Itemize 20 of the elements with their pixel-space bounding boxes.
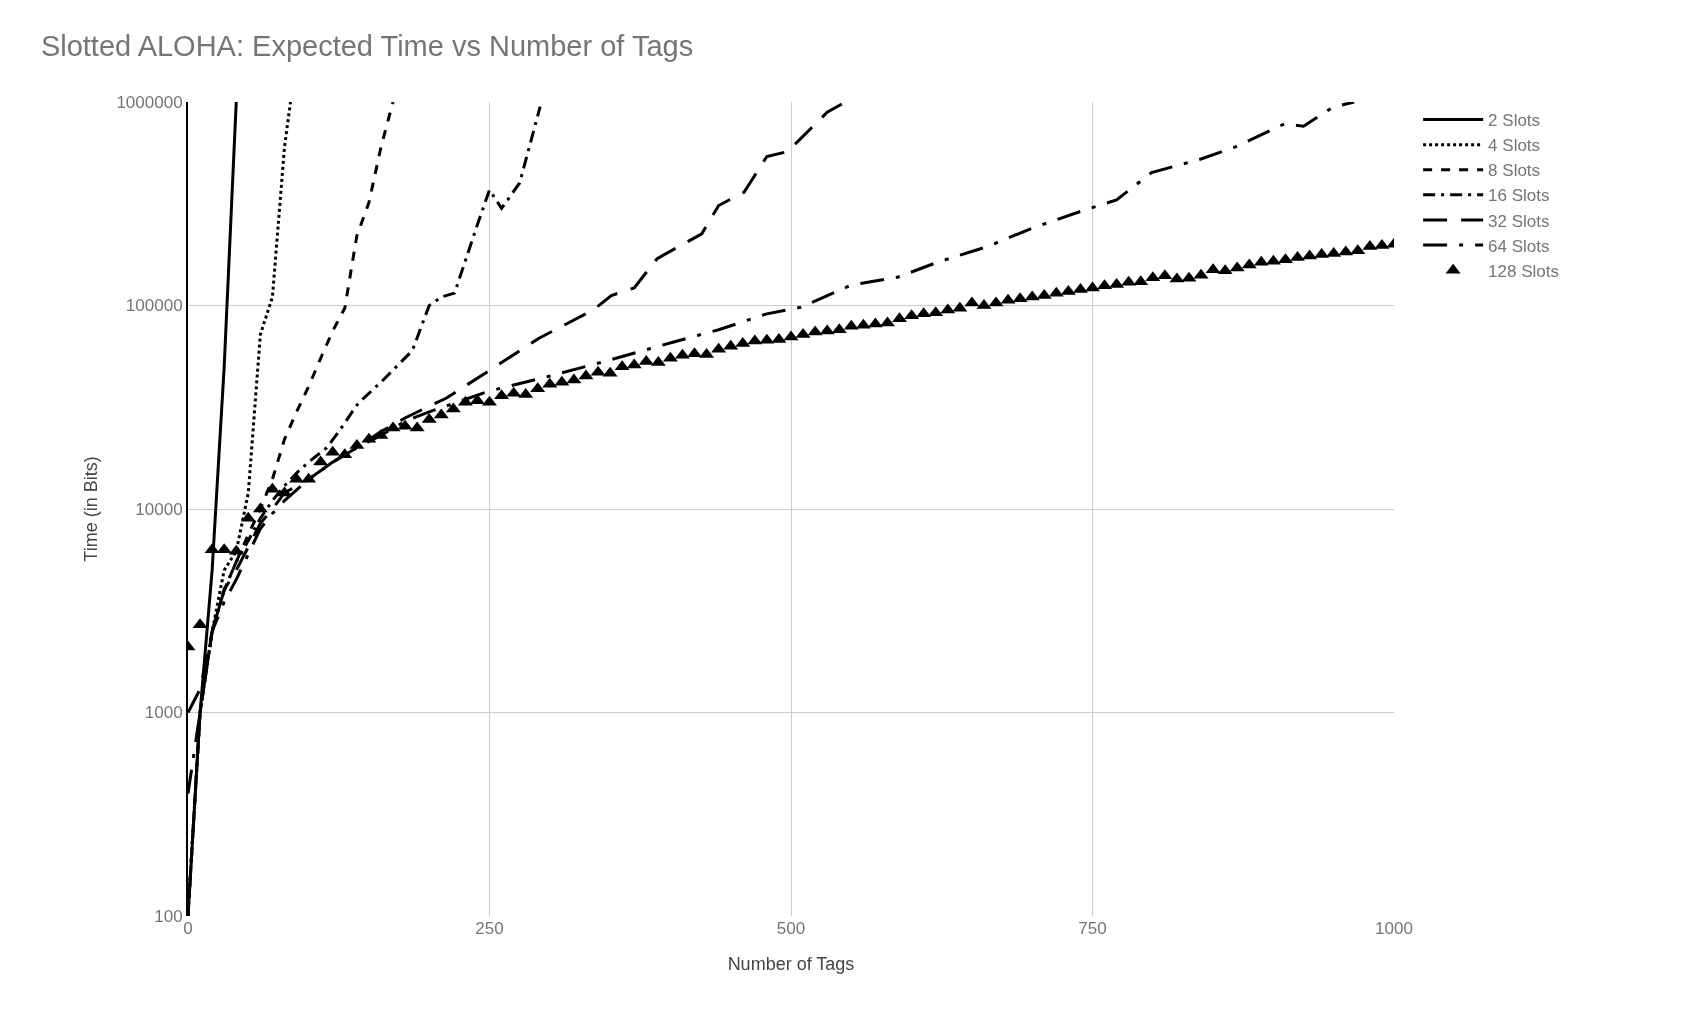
legend-label: 16 Slots	[1488, 186, 1550, 206]
y-axis-title: Time (in Bits)	[81, 456, 102, 562]
x-tick-label: 750	[1078, 919, 1107, 938]
x-axis-title: Number of Tags	[727, 954, 855, 975]
legend-label: 32 Slots	[1488, 211, 1550, 231]
x-tick-label: 250	[475, 919, 504, 938]
x-tick-label: 0	[183, 919, 193, 938]
legend-label: 2 Slots	[1488, 111, 1541, 131]
legend-label: 64 Slots	[1488, 236, 1550, 256]
legend-label: 4 Slots	[1488, 136, 1541, 156]
chart-title: Slotted ALOHA: Expected Time vs Number of Tags	[40, 29, 694, 62]
legend-label: 8 Slots	[1488, 161, 1541, 181]
y-tick-label: 1000	[144, 703, 183, 723]
y-tick-label: 1000000	[116, 92, 183, 112]
x-tick-label: 500	[776, 919, 806, 938]
y-tick-label: 100000	[125, 296, 183, 316]
x-tick-label: 1000	[1375, 919, 1413, 938]
y-tick-label: 10000	[135, 499, 183, 519]
y-tick-label: 100	[154, 906, 183, 926]
legend-label: 128 Slots	[1488, 261, 1560, 281]
